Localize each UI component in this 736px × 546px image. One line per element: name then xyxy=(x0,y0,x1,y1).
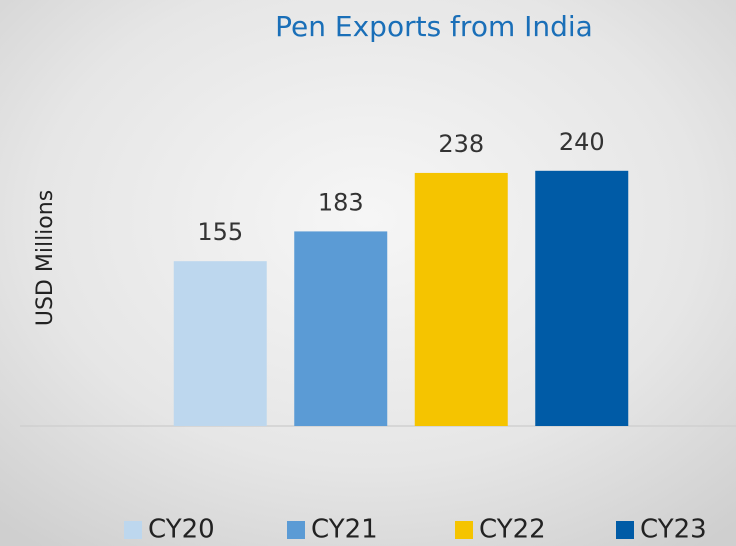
y-axis-label: USD Millions xyxy=(33,190,58,326)
chart-title: Pen Exports from India xyxy=(275,10,593,43)
legend-swatch xyxy=(124,521,142,539)
bar xyxy=(173,261,267,426)
bar xyxy=(414,172,508,426)
bar xyxy=(294,231,388,426)
legend-swatch xyxy=(287,521,305,539)
legend-label: CY21 xyxy=(311,515,378,545)
legend-swatch xyxy=(616,521,634,539)
legend-label: CY20 xyxy=(148,515,215,545)
legend-swatch xyxy=(455,521,473,539)
value-label: 155 xyxy=(197,218,243,246)
bar xyxy=(535,170,629,426)
legend-label: CY23 xyxy=(640,515,707,545)
value-label: 238 xyxy=(438,130,484,158)
legend-label: CY22 xyxy=(479,515,546,545)
value-label: 183 xyxy=(318,188,364,216)
value-label: 240 xyxy=(559,128,605,156)
